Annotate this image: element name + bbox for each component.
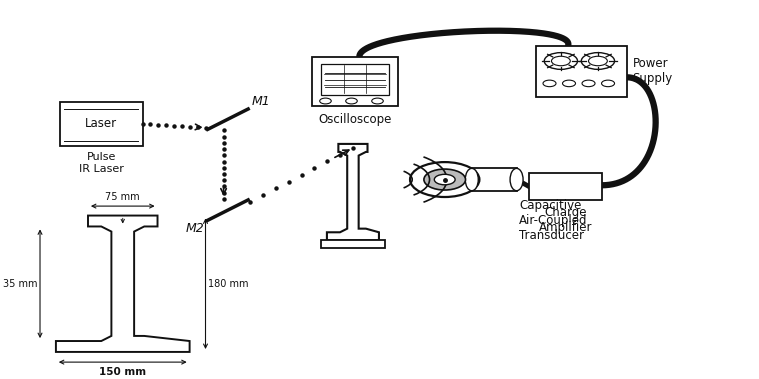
Text: 35 mm: 35 mm (2, 279, 37, 289)
Text: 75 mm: 75 mm (106, 193, 140, 202)
Text: M1: M1 (252, 94, 270, 108)
Bar (59, 102, 143, 146)
Ellipse shape (510, 168, 523, 191)
Circle shape (424, 169, 465, 190)
Text: Power
Supply: Power Supply (632, 57, 673, 85)
Text: Laser: Laser (85, 117, 117, 130)
Bar (472, 168, 517, 191)
Bar (321, 64, 389, 95)
Text: Oscilloscope: Oscilloscope (319, 113, 392, 126)
Circle shape (410, 162, 480, 197)
Polygon shape (56, 216, 190, 352)
Text: Charge
Amplifier: Charge Amplifier (539, 206, 592, 234)
Circle shape (434, 174, 455, 185)
Bar (529, 173, 602, 200)
Text: 150 mm: 150 mm (99, 367, 146, 377)
Text: Capacitive
Air-Coupled
Transducer: Capacitive Air-Coupled Transducer (519, 199, 587, 242)
Text: 180 mm: 180 mm (209, 279, 249, 289)
Polygon shape (327, 144, 379, 240)
Bar (313, 56, 398, 106)
Bar (321, 240, 385, 248)
Bar (537, 46, 627, 97)
Ellipse shape (465, 168, 478, 191)
Text: Pulse
IR Laser: Pulse IR Laser (79, 152, 124, 174)
Text: M2: M2 (185, 222, 204, 235)
